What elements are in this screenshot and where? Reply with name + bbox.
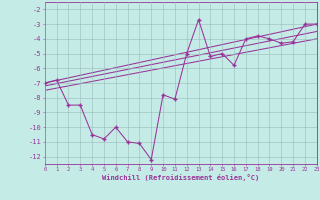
X-axis label: Windchill (Refroidissement éolien,°C): Windchill (Refroidissement éolien,°C) (102, 174, 260, 181)
